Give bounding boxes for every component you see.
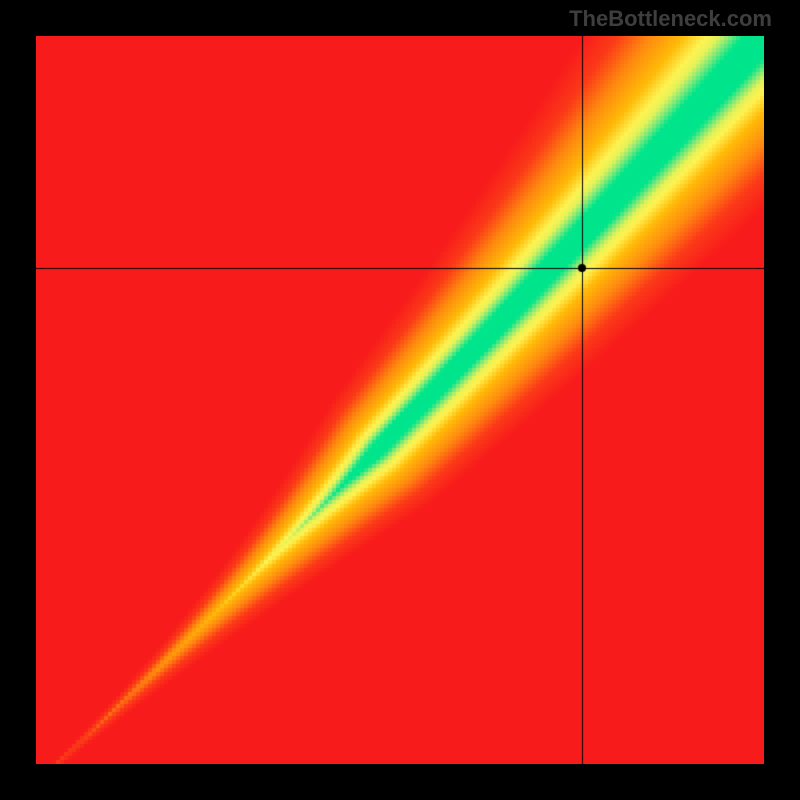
chart-container: TheBottleneck.com xyxy=(0,0,800,800)
watermark-text: TheBottleneck.com xyxy=(569,6,772,32)
bottleneck-heatmap xyxy=(36,36,764,764)
